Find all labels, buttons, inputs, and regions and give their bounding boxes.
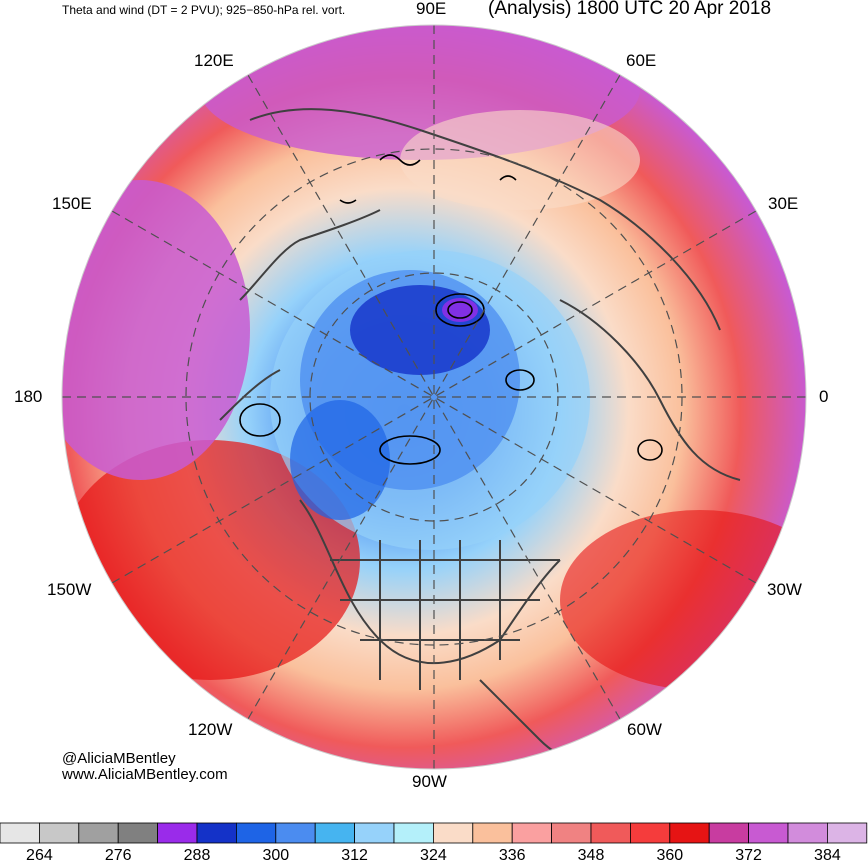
- colorbar-swatch: [432, 822, 474, 844]
- lon-label-60w: 60W: [627, 720, 662, 739]
- colorbar-label: 324: [420, 847, 447, 864]
- lon-label-180: 180: [14, 387, 43, 406]
- colorbar-label: 372: [735, 847, 762, 864]
- colorbar-swatch: [630, 822, 671, 844]
- colorbar-label: 360: [656, 847, 684, 864]
- lon-label-120e: 120E: [194, 51, 234, 70]
- colorbar-swatch: [787, 822, 828, 844]
- colorbar: [0, 822, 868, 844]
- colorbar-swatch: [827, 822, 868, 844]
- lon-label-30e: 30E: [768, 194, 799, 213]
- credit-website: www.AliciaMBentley.com: [62, 766, 228, 783]
- colorbar-swatch: [157, 822, 198, 844]
- colorbar-swatch: [748, 822, 789, 844]
- colorbar-swatch: [78, 822, 119, 844]
- colorbar-label: 384: [814, 847, 841, 864]
- colorbar-label: 336: [498, 847, 526, 864]
- lon-label-120w: 120W: [188, 720, 233, 739]
- credit-handle: @AliciaMBentley: [62, 750, 176, 767]
- colorbar-swatch: [708, 822, 750, 844]
- colorbar-label: 300: [262, 847, 290, 864]
- lon-label-90w: 90W: [412, 772, 447, 791]
- colorbar-swatch: [235, 822, 277, 844]
- lon-label-90e: 90E: [416, 0, 447, 18]
- colorbar-label: 348: [577, 847, 605, 864]
- colorbar-label: 264: [26, 847, 53, 864]
- plot-title-left: Theta and wind (DT = 2 PVU); 925−850-hPa…: [62, 3, 346, 17]
- colorbar-swatch: [590, 822, 631, 844]
- lon-label-30w: 30W: [767, 580, 802, 599]
- lon-label-60e: 60E: [626, 51, 657, 70]
- colorbar-swatch: [669, 822, 710, 844]
- graticule: [62, 25, 806, 769]
- lon-label-0: 0: [819, 387, 829, 406]
- colorbar-swatch: [354, 822, 395, 844]
- colorbar-label: 312: [341, 847, 368, 864]
- colorbar-label: 276: [104, 847, 132, 864]
- colorbar-swatch: [275, 822, 316, 844]
- colorbar-swatch: [511, 822, 553, 844]
- colorbar-swatch: [551, 822, 592, 844]
- colorbar-swatch: [196, 822, 237, 844]
- lon-label-150e: 150E: [52, 194, 92, 213]
- polar-map: [61, 24, 807, 770]
- map-boundary: [61, 24, 807, 770]
- colorbar-swatch: [393, 822, 434, 844]
- colorbar-swatch: [472, 822, 513, 844]
- colorbar-swatch: [314, 822, 356, 844]
- lon-label-150w: 150W: [47, 580, 92, 599]
- plot-title-right: (Analysis) 1800 UTC 20 Apr 2018: [488, 0, 772, 19]
- colorbar-label: 288: [183, 847, 211, 864]
- theta-field: [62, 25, 806, 769]
- colorbar-swatch: [0, 822, 40, 844]
- vorticity-contours: [239, 154, 663, 465]
- colorbar-swatch: [39, 822, 80, 844]
- colorbar-swatch: [117, 822, 158, 844]
